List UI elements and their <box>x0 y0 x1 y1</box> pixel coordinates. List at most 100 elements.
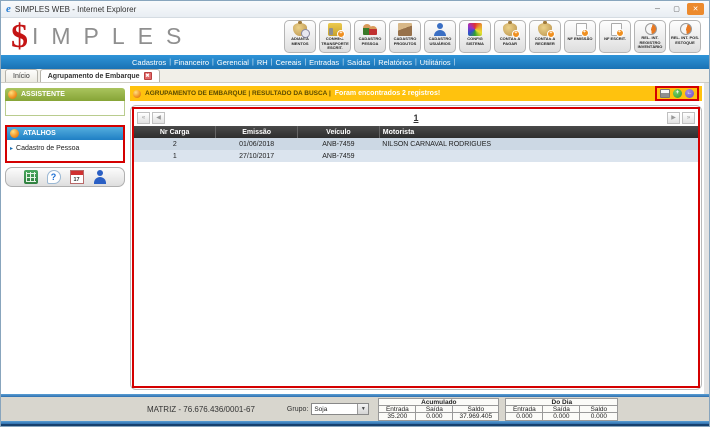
acumulado-title: Acumulado <box>379 399 499 406</box>
add-icon[interactable]: + <box>673 89 682 98</box>
sidebar-icon-tray: ? 17 <box>5 167 125 187</box>
acumulado-saldo-value: 37.969.405 <box>459 412 493 420</box>
quickbar-rel-posicao-estoque-button[interactable]: REL. INT. POS. ESTOQUE <box>669 20 701 53</box>
quickbar-nf-escrituracao-button[interactable]: NF ESCRIT. <box>599 20 631 53</box>
menu-separator: | <box>414 58 417 66</box>
dollar-logo-icon: $ <box>11 17 28 55</box>
calendar-icon[interactable]: 17 <box>69 170 84 184</box>
atalhos-header[interactable]: ATALHOS <box>7 127 123 140</box>
quickbar-conhecimento-transporte-button[interactable]: CONHEC. TRANSPORTE ESCRIT. <box>319 20 351 53</box>
menu-gerencial[interactable]: Gerencial <box>216 57 249 67</box>
palette-icon <box>468 23 482 36</box>
cell-nr-carga: 2 <box>172 140 177 148</box>
do-dia-entrada-value: 0.000 <box>506 412 544 420</box>
menu-utilitarios[interactable]: Utilitários <box>419 57 451 67</box>
tab-agrupamento-de-embarque[interactable]: Agrupamento de Embarque ✖ <box>39 69 160 82</box>
cell-motorista: NILSON CARNAVAL RODRIGUES <box>382 140 492 148</box>
last-page-button[interactable]: » <box>682 111 695 124</box>
menu-rh[interactable]: RH <box>256 57 268 67</box>
menu-separator: | <box>304 58 307 66</box>
pie-chart-icon <box>644 23 657 35</box>
quickbar-cadastro-produtos-button[interactable]: CADASTRO PRODUTOS <box>389 20 421 53</box>
box-icon <box>398 23 412 36</box>
quickbar-cadastro-pessoa-button[interactable]: CADASTRO PESSOA <box>354 20 386 53</box>
minimize-button[interactable]: ─ <box>655 5 660 13</box>
menu-financeiro[interactable]: Financeiro <box>174 57 210 67</box>
brand-name: IMPLES <box>32 23 195 49</box>
first-page-button[interactable]: « <box>137 111 150 124</box>
do-dia-saldo-value: 0.000 <box>590 412 607 420</box>
back-icon[interactable]: ← <box>685 89 694 98</box>
menu-saidas[interactable]: Saídas <box>347 57 371 67</box>
cell-nr-carga: 1 <box>172 152 177 160</box>
results-highlight-box: « ◀ 1 ▶ » Nr Carga Emissão Veículo Mo <box>132 107 700 388</box>
table-row[interactable]: 2 01/06/2018 ANB-7459 NILSON CARNAVAL RO… <box>134 138 698 150</box>
quickbar-contas-pagar-button[interactable]: CONTAS A PAGAR <box>494 20 526 53</box>
tab-label: Início <box>13 72 30 80</box>
menu-relatorios[interactable]: Relatórios <box>378 57 412 67</box>
col-saida: Saída <box>416 405 454 413</box>
sphere-icon <box>133 89 141 98</box>
cell-emissao: 01/06/2018 <box>239 140 275 148</box>
quickbar-label: CADASTRO PESSOA <box>358 36 382 46</box>
quickbar-rel-registro-inventario-button[interactable]: REL. INT. REGISTRO INVENTÁRIO <box>634 20 666 53</box>
tab-strip: Início Agrupamento de Embarque ✖ <box>1 69 709 83</box>
column-header-nr-carga[interactable]: Nr Carga <box>134 126 217 138</box>
cell-veiculo: ANB-7459 <box>322 140 355 148</box>
sidebar-item-cadastro-de-pessoa[interactable]: ▸ Cadastro de Pessoa <box>7 140 123 161</box>
print-icon[interactable] <box>660 89 670 98</box>
calculator-icon[interactable] <box>23 170 38 184</box>
current-page-link[interactable]: 1 <box>413 112 419 123</box>
person-icon[interactable] <box>93 170 107 184</box>
grupo-selected-value: Soja <box>314 405 328 413</box>
moneybag-plus-icon <box>503 21 520 38</box>
table-row[interactable]: 1 27/10/2017 ANB-7459 <box>134 150 698 162</box>
grupo-field: Grupo: Soja ▼ <box>286 403 370 415</box>
maximize-button[interactable]: ▢ <box>673 6 680 13</box>
menu-separator: | <box>251 58 254 66</box>
divider <box>1 421 709 424</box>
quickbar-label: ADIANTA MENTOS <box>291 36 309 46</box>
quickbar-label: REL. INT. REGISTRO INVENTÁRIO <box>637 35 663 49</box>
menu-cadastros[interactable]: Cadastros <box>132 57 167 67</box>
menu-entradas[interactable]: Entradas <box>309 57 340 67</box>
quickbar-cadastro-usuarios-button[interactable]: CADASTRO USUÁRIOS <box>424 20 456 53</box>
quickbar-contas-receber-button[interactable]: CONTAS A RECEBER <box>529 20 561 53</box>
menu-separator: | <box>212 58 214 66</box>
document-plus-icon <box>575 23 589 37</box>
previous-page-button[interactable]: ◀ <box>152 111 165 124</box>
shortcut-label: Cadastro de Pessoa <box>16 145 80 152</box>
help-icon[interactable]: ? <box>46 170 61 184</box>
table-header-row: Nr Carga Emissão Veículo Motorista <box>134 126 698 138</box>
column-header-motorista[interactable]: Motorista <box>379 126 698 138</box>
close-button[interactable]: ✕ <box>687 3 704 15</box>
quickbar-adiantamentos-button[interactable]: ADIANTA MENTOS <box>284 20 316 53</box>
title-bar: e SIMPLES WEB - Internet Explorer ─ ▢ ✕ <box>1 1 709 18</box>
column-header-emissao[interactable]: Emissão <box>215 126 299 138</box>
simples-logo: $ IMPLES <box>11 17 195 55</box>
results-table: Nr Carga Emissão Veículo Motorista 2 01/… <box>134 126 698 162</box>
pagination-bar: « ◀ 1 ▶ » <box>134 109 698 126</box>
main-menu-bar: Cadastros | Financeiro | Gerencial | RH | Ce… <box>1 55 709 69</box>
column-header-veiculo[interactable]: Veículo <box>297 126 380 138</box>
next-page-button[interactable]: ▶ <box>667 111 680 124</box>
tab-inicio[interactable]: Início <box>5 69 38 82</box>
assistente-header[interactable]: ASSISTENTE <box>5 88 125 101</box>
tab-close-icon[interactable]: ✖ <box>143 72 152 80</box>
menu-cereais[interactable]: Cereais <box>275 57 302 67</box>
quickbar-config-sistema-button[interactable]: CONFIG SISTEMA <box>459 20 491 53</box>
company-id-text: MATRIZ - 76.676.436/0001-67 <box>147 404 255 414</box>
atalhos-highlight-box: ATALHOS ▸ Cadastro de Pessoa <box>5 125 125 163</box>
results-canvas: « ◀ 1 ▶ » Nr Carga Emissão Veículo Mo <box>130 105 702 390</box>
menu-separator: | <box>169 58 172 66</box>
sphere-icon <box>10 129 19 138</box>
quickbar-label: NF EMISSÃO <box>567 36 593 41</box>
quickbar-nf-emissao-button[interactable]: NF EMISSÃO <box>564 20 596 53</box>
quick-access-toolbar: ADIANTA MENTOS CONHEC. TRANSPORTE ESCRIT… <box>284 20 701 53</box>
grupo-label: Grupo: <box>286 405 309 413</box>
banner-actions-highlight-box: + ← <box>655 86 699 101</box>
document-plus-icon <box>610 23 624 37</box>
col-saldo: Saldo <box>453 406 499 413</box>
grupo-select[interactable]: Soja ▼ <box>311 403 370 415</box>
divider <box>1 394 709 397</box>
